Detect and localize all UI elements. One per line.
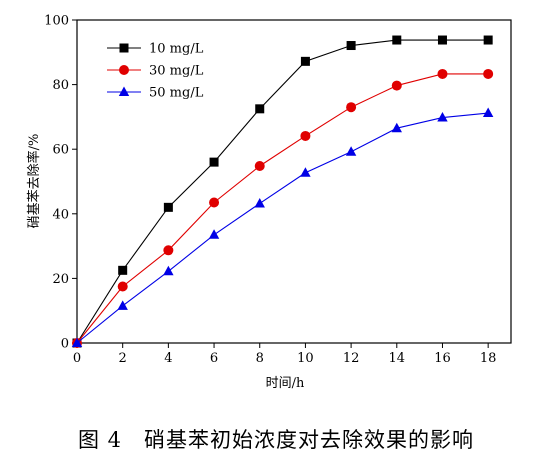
x-axis-label: 时间/h xyxy=(266,376,305,391)
data-point xyxy=(437,35,447,45)
x-tick-label: 18 xyxy=(480,351,497,366)
data-point xyxy=(391,122,402,133)
axis-ticks: 0 2 4 6 8 10 12 14 16 18 0 20 40 60 80 100 xyxy=(44,14,496,367)
data-point xyxy=(117,281,128,292)
series-layer xyxy=(71,35,494,348)
legend-item: 10 mg/L xyxy=(107,42,204,57)
data-point xyxy=(391,80,402,91)
legend-label: 10 mg/L xyxy=(149,42,204,57)
legend: 10 mg/L 30 mg/L 50 mg/L xyxy=(107,42,204,101)
figure-caption: 图 4 硝基苯初始浓度对去除效果的影响 xyxy=(77,428,475,452)
data-point xyxy=(346,41,356,51)
y-tick-label: 80 xyxy=(52,78,69,93)
legend-marker xyxy=(119,65,129,75)
y-axis-label: 硝基苯去除率/% xyxy=(26,134,42,229)
x-tick-label: 0 xyxy=(73,351,81,366)
data-point xyxy=(437,112,448,122)
data-point xyxy=(209,157,219,167)
data-point xyxy=(483,68,494,79)
series-3 xyxy=(71,107,494,347)
x-tick-label: 10 xyxy=(297,351,314,366)
data-point xyxy=(117,300,128,310)
data-point xyxy=(300,167,311,177)
x-tick-label: 8 xyxy=(256,351,264,366)
x-tick-label: 2 xyxy=(119,351,127,366)
data-point xyxy=(300,130,311,141)
data-point xyxy=(346,102,357,113)
chart: 0 2 4 6 8 10 12 14 16 18 0 20 40 60 80 100 10 mg/L 30 mg… xyxy=(26,14,512,391)
data-point xyxy=(300,56,310,66)
legend-label: 30 mg/L xyxy=(149,64,204,79)
data-point xyxy=(209,197,220,208)
data-point xyxy=(482,107,494,118)
data-point xyxy=(163,245,174,256)
data-point xyxy=(437,68,448,79)
legend-marker xyxy=(118,86,130,96)
data-point xyxy=(163,265,174,276)
data-point xyxy=(118,265,128,275)
y-tick-label: 100 xyxy=(44,14,69,29)
data-point xyxy=(255,104,265,114)
legend-item: 50 mg/L xyxy=(107,86,204,101)
y-tick-label: 60 xyxy=(52,143,69,158)
series-1 xyxy=(72,35,493,348)
x-tick-label: 14 xyxy=(389,351,406,366)
data-point xyxy=(163,202,173,212)
data-point xyxy=(254,197,265,208)
data-point xyxy=(208,229,220,239)
x-tick-label: 4 xyxy=(164,351,172,366)
data-point xyxy=(254,160,265,171)
x-tick-label: 12 xyxy=(343,351,360,366)
data-point xyxy=(483,35,493,45)
legend-label: 50 mg/L xyxy=(149,86,204,101)
x-tick-label: 6 xyxy=(210,351,218,366)
y-tick-label: 20 xyxy=(52,272,69,287)
data-point xyxy=(71,337,83,347)
series-2 xyxy=(72,68,494,348)
series-line xyxy=(76,112,489,344)
data-point xyxy=(392,35,402,45)
plot-frame xyxy=(76,19,512,344)
series-line xyxy=(76,39,489,344)
x-tick-label: 16 xyxy=(434,351,451,366)
data-point xyxy=(345,146,357,156)
legend-item: 30 mg/L xyxy=(107,64,204,79)
y-tick-label: 40 xyxy=(52,207,69,222)
y-tick-label: 0 xyxy=(61,337,69,352)
series-line xyxy=(76,73,489,344)
legend-marker xyxy=(119,43,129,53)
